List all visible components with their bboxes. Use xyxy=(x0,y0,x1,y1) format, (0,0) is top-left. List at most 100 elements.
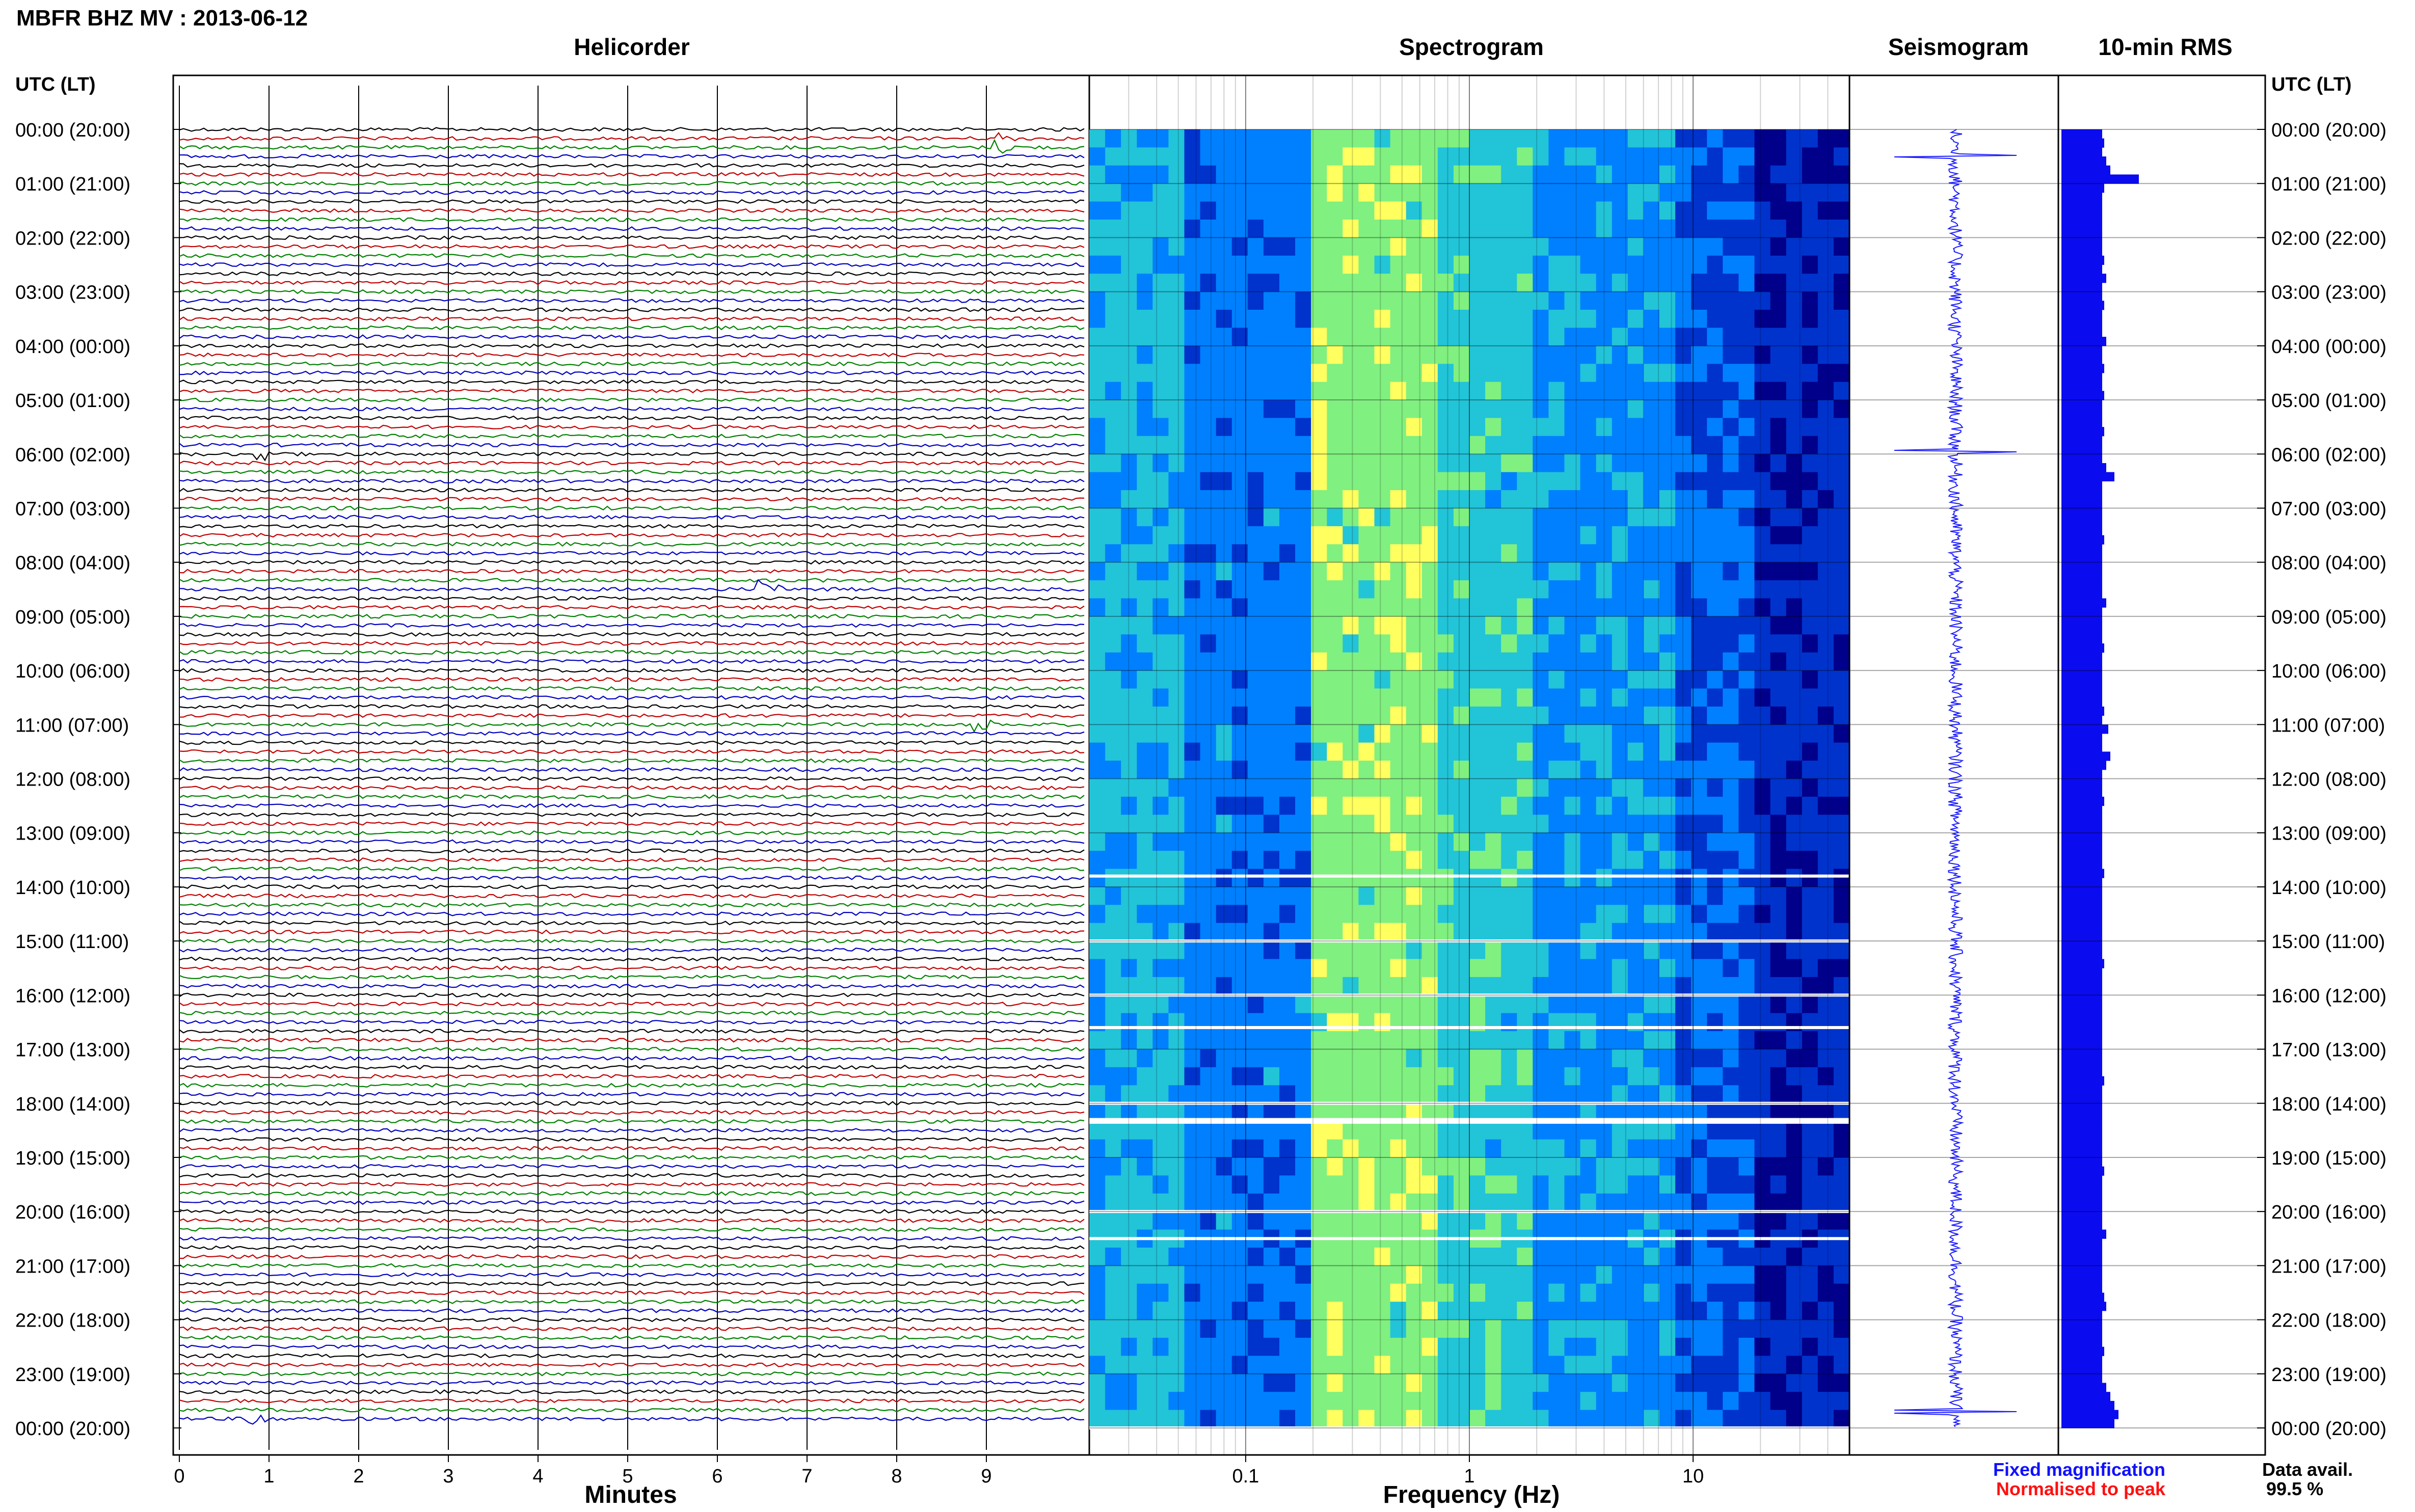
spectrogram-cell xyxy=(1374,382,1391,400)
spectrogram-cell xyxy=(1358,562,1375,581)
spectrogram-cell xyxy=(1247,454,1264,473)
spectrogram-cell xyxy=(1738,526,1755,545)
spectrogram-cell xyxy=(1833,977,1850,995)
spectrogram-cell xyxy=(1311,1049,1327,1068)
spectrogram-cell xyxy=(1263,1356,1280,1374)
spectrogram-cell xyxy=(1279,688,1296,707)
spectrogram-cell xyxy=(1469,1392,1486,1411)
spectrogram-cell xyxy=(1121,634,1137,653)
time-label-right: 04:00 (00:00) xyxy=(2271,336,2386,358)
spectrogram-cell xyxy=(1421,977,1438,995)
spectrogram-cell xyxy=(1089,923,1106,941)
rms-bar xyxy=(2061,715,2102,725)
spectrogram-cell xyxy=(1247,688,1264,707)
spectrogram-cell xyxy=(1548,616,1565,635)
spectrogram-cell xyxy=(1485,1319,1501,1338)
spectrogram-cell xyxy=(1738,1067,1755,1086)
spectrogram-cell xyxy=(1659,201,1676,220)
spectrogram-cell xyxy=(1374,1248,1391,1266)
spectrogram-cell xyxy=(1216,183,1232,202)
spectrogram-cell xyxy=(1469,237,1486,256)
spectrogram-cell xyxy=(1343,436,1359,454)
spectrogram-cell xyxy=(1643,220,1660,238)
spectrogram-cell xyxy=(1089,1356,1106,1374)
spectrogram-cell xyxy=(1453,1410,1470,1428)
spectrogram-cell xyxy=(1485,616,1501,635)
spectrogram-cell xyxy=(1738,508,1755,527)
spectrogram-cell xyxy=(1817,255,1834,274)
spectrogram-cell xyxy=(1833,905,1850,924)
helicorder-trace xyxy=(179,884,1085,889)
spectrogram-cell xyxy=(1659,670,1676,689)
spectrogram-cell xyxy=(1406,255,1423,274)
spectrogram-cell xyxy=(1612,526,1628,545)
spectrogram-cell xyxy=(1770,1139,1787,1158)
spectrogram-cell xyxy=(1833,220,1850,238)
spectrogram-cell xyxy=(1738,670,1755,689)
spectrogram-cell xyxy=(1152,688,1169,707)
spectrogram-cell xyxy=(1517,1373,1533,1392)
spectrogram-cell xyxy=(1643,670,1660,689)
spectrogram-cell xyxy=(1580,778,1597,797)
spectrogram-cell xyxy=(1168,544,1185,563)
spectrogram-cell xyxy=(1343,1302,1359,1320)
spectrogram-cell xyxy=(1437,436,1454,454)
spectrogram-cell xyxy=(1659,959,1676,978)
spectrogram-cell xyxy=(1596,255,1613,274)
spectrogram-cell xyxy=(1833,436,1850,454)
spectrogram-cell xyxy=(1580,688,1597,707)
spectrogram-cell xyxy=(1612,562,1628,581)
spectrogram-cell xyxy=(1564,1302,1581,1320)
spectrogram-cell xyxy=(1517,291,1533,310)
spectrogram-cell xyxy=(1548,1157,1565,1176)
spectrogram-cell xyxy=(1295,255,1311,274)
spectrogram-cell xyxy=(1612,472,1628,491)
spectrogram-cell xyxy=(1723,1302,1739,1320)
spectrogram-cell xyxy=(1675,905,1692,924)
spectrogram-cell xyxy=(1643,832,1660,851)
spectrogram-cell xyxy=(1358,652,1375,671)
spectrogram-cell xyxy=(1548,886,1565,905)
spectrogram-cell xyxy=(1596,1121,1613,1140)
spectrogram-cell xyxy=(1802,508,1818,527)
spectrogram-cell xyxy=(1469,1175,1486,1194)
spectrogram-cell xyxy=(1659,815,1676,833)
spectrogram-cell xyxy=(1596,508,1613,527)
spectrogram-cell xyxy=(1485,508,1501,527)
spectrogram-cell xyxy=(1437,291,1454,310)
spectrogram-cell xyxy=(1548,761,1565,779)
spectrogram-cell xyxy=(1216,1211,1232,1230)
spectrogram-cell xyxy=(1564,761,1581,779)
spectrogram-cell xyxy=(1279,291,1296,310)
rms-bar xyxy=(2061,1040,2102,1049)
spectrogram-cell xyxy=(1738,995,1755,1014)
spectrogram-cell xyxy=(1343,364,1359,383)
spectrogram-cell xyxy=(1137,995,1153,1014)
spectrogram-cell xyxy=(1675,274,1692,292)
spectrogram-cell xyxy=(1643,1031,1660,1050)
spectrogram-cell xyxy=(1437,959,1454,978)
spectrogram-cell xyxy=(1691,778,1707,797)
spectrogram-cell xyxy=(1390,815,1407,833)
spectrogram-cell xyxy=(1137,1248,1153,1266)
spectrogram-cell xyxy=(1469,1193,1486,1212)
spectrogram-cell xyxy=(1833,923,1850,941)
spectrogram-cell xyxy=(1786,544,1803,563)
spectrogram-cell xyxy=(1184,941,1201,960)
spectrogram-cell xyxy=(1707,220,1723,238)
spectrogram-cell xyxy=(1121,598,1137,617)
spectrogram-cell xyxy=(1564,1373,1581,1392)
spectrogram-cell xyxy=(1089,490,1106,509)
spectrogram-cell xyxy=(1754,724,1771,743)
spectrogram-cell xyxy=(1374,291,1391,310)
rms-bar xyxy=(2061,607,2102,617)
spectrogram-cell xyxy=(1675,400,1692,418)
spectrogram-cell xyxy=(1596,364,1613,383)
spectrogram-cell xyxy=(1533,183,1549,202)
spectrogram-cell xyxy=(1263,1031,1280,1050)
spectrogram-cell xyxy=(1548,1049,1565,1068)
spectrogram-cell xyxy=(1437,580,1454,599)
spectrogram-cell xyxy=(1802,1139,1818,1158)
spectrogram-cell xyxy=(1247,869,1264,887)
spectrogram-cell xyxy=(1152,761,1169,779)
